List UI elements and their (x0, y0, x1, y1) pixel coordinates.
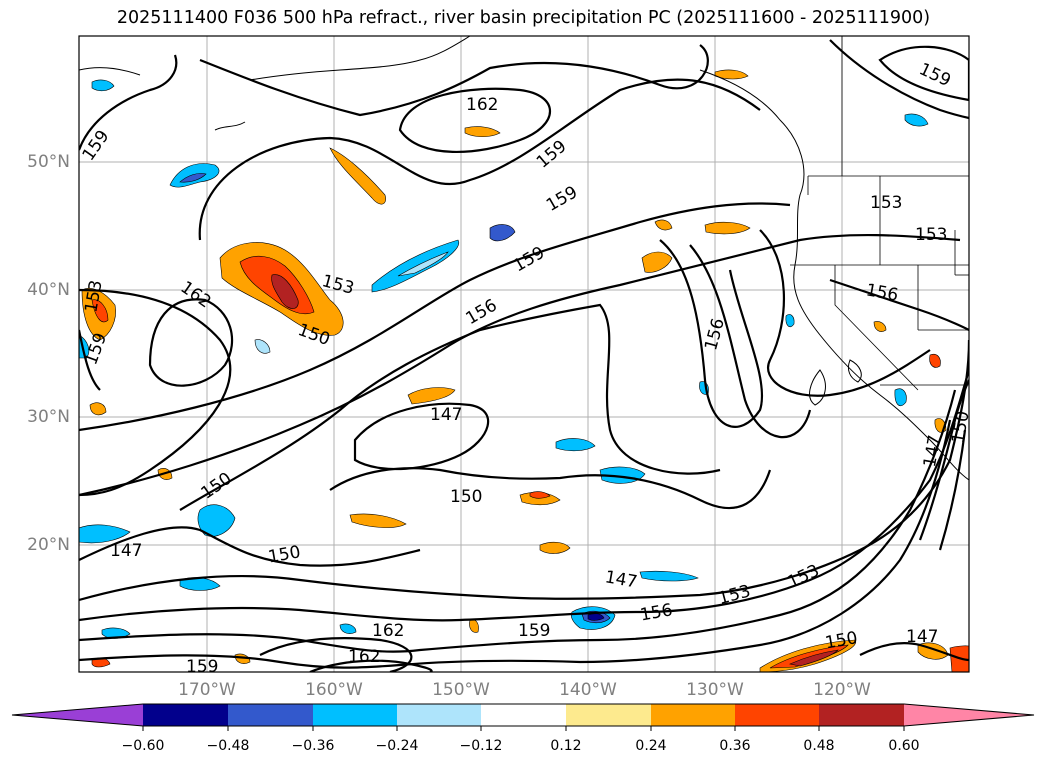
colorbar-tick-label: −0.24 (375, 738, 419, 754)
longitude-label: 160°W (305, 680, 363, 700)
colorbar-swatch (228, 704, 313, 726)
colorbar-swatch (566, 704, 651, 726)
colorbar-swatch (313, 704, 397, 726)
colorbar-tick-label: −0.12 (459, 738, 503, 754)
latitude-label: 30°N (27, 407, 70, 427)
colorbar-swatch (397, 704, 481, 726)
longitude-label: 120°W (813, 680, 871, 700)
contour-label: 153 (870, 193, 902, 213)
colorbar-tick-label: −0.48 (206, 738, 250, 754)
colorbar-swatch-above (904, 704, 1034, 726)
coastlines (79, 36, 969, 481)
colorbar-swatch (481, 704, 566, 726)
colorbar (11, 703, 1035, 731)
colorbar-tick-label: 0.36 (719, 738, 751, 754)
contour-label: 162 (466, 95, 498, 115)
plot-border (78, 35, 970, 673)
map-title: 2025111400 F036 500 hPa refract., river … (116, 8, 931, 28)
colorbar-tick-label: 0.24 (635, 738, 667, 754)
contour-label: 147 (110, 541, 142, 561)
political-borders (790, 36, 969, 391)
contour-label: 147 (906, 627, 938, 647)
contour-label: 150 (948, 409, 973, 444)
colorbar-tick-label: 0.60 (888, 738, 920, 754)
contour-label: 150 (450, 487, 482, 507)
latitude-label: 50°N (27, 152, 70, 172)
contour-label: 162 (372, 621, 404, 641)
contour-label: 162 (348, 647, 380, 667)
colorbar-tick-label: 0.48 (803, 738, 835, 754)
height-contours (79, 39, 969, 672)
colorbar-swatch (819, 704, 904, 726)
longitude-label: 130°W (686, 680, 744, 700)
contour-label: 153 (915, 225, 947, 245)
longitude-label: 170°W (178, 680, 236, 700)
colorbar-tick-label: −0.60 (121, 738, 165, 754)
latitude-label: 40°N (27, 280, 70, 300)
colorbar-swatch-below (12, 704, 143, 726)
longitude-label: 150°W (432, 680, 490, 700)
colorbar-swatch (735, 704, 819, 726)
precipitation-shading (79, 69, 969, 672)
contour-label: 147 (430, 405, 462, 425)
longitude-label: 140°W (559, 680, 617, 700)
colorbar-swatch (143, 704, 228, 726)
colorbar-tick-label: −0.36 (291, 738, 335, 754)
latitude-label: 20°N (27, 535, 70, 555)
colorbar-swatch (651, 704, 735, 726)
contour-label: 159 (186, 657, 218, 677)
contour-label: 159 (518, 621, 550, 641)
colorbar-tick-label: 0.12 (550, 738, 582, 754)
